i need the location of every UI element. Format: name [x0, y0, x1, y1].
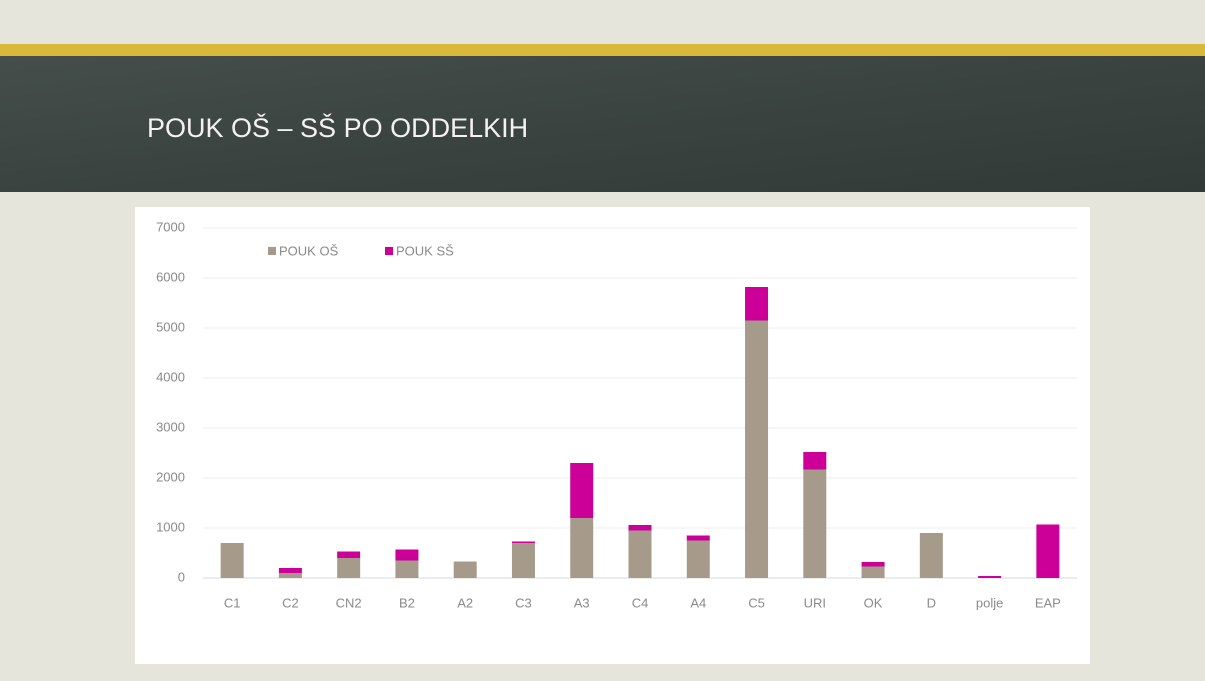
bar-segment [511, 541, 535, 543]
chart-area [135, 207, 1090, 664]
legend-swatch [385, 247, 393, 255]
y-tick-label: 6000 [156, 269, 185, 284]
x-tick-label: A4 [690, 595, 706, 610]
slide-title: POUK OŠ – SŠ PO ODDELKIH [147, 112, 528, 143]
bar-segment [745, 287, 769, 321]
title-band [0, 56, 1205, 192]
x-tick-label: B2 [399, 595, 415, 610]
bar-segment [686, 540, 710, 578]
x-tick-label: C5 [748, 595, 765, 610]
bar-segment [861, 562, 885, 567]
bar-segment [978, 576, 1002, 578]
y-tick-label: 1000 [156, 519, 185, 534]
bar-segment [686, 535, 710, 541]
bar-segment [570, 518, 594, 578]
bar-segment [570, 463, 594, 518]
bar-segment [803, 452, 827, 470]
bar-segment [511, 543, 535, 578]
bar-segment [337, 551, 361, 558]
bar-segment [395, 560, 419, 578]
bar-segment [803, 469, 827, 578]
x-tick-label: EAP [1035, 595, 1061, 610]
x-tick-label: D [927, 595, 936, 610]
bar-segment [395, 549, 419, 561]
bar-segment [745, 320, 769, 578]
bar-segment [453, 561, 477, 578]
bar-segment [919, 533, 943, 578]
bar-segment [278, 573, 302, 578]
legend-label: POUK SŠ [396, 243, 454, 258]
y-tick-label: 7000 [156, 219, 185, 234]
y-tick-label: 5000 [156, 319, 185, 334]
bar-segment [628, 530, 652, 578]
y-tick-label: 4000 [156, 369, 185, 384]
bar-segment [220, 543, 244, 578]
x-tick-label: A2 [457, 595, 473, 610]
bar-segment [278, 568, 302, 573]
x-tick-label: OK [864, 595, 883, 610]
x-tick-label: C4 [632, 595, 649, 610]
legend-swatch [268, 247, 276, 255]
x-tick-label: C3 [515, 595, 532, 610]
x-tick-label: C2 [282, 595, 299, 610]
y-tick-label: 0 [178, 569, 185, 584]
x-tick-label: C1 [224, 595, 241, 610]
y-tick-label: 3000 [156, 419, 185, 434]
x-tick-label: CN2 [336, 595, 362, 610]
legend-label: POUK OŠ [279, 243, 339, 258]
x-tick-label: polje [976, 595, 1003, 610]
bar-segment [861, 566, 885, 578]
bar-segment [337, 558, 361, 578]
x-tick-label: A3 [574, 595, 590, 610]
x-tick-label: URI [804, 595, 826, 610]
accent-bar [0, 44, 1205, 56]
bar-segment [628, 525, 652, 531]
y-tick-label: 2000 [156, 469, 185, 484]
bar-segment [1036, 524, 1060, 578]
